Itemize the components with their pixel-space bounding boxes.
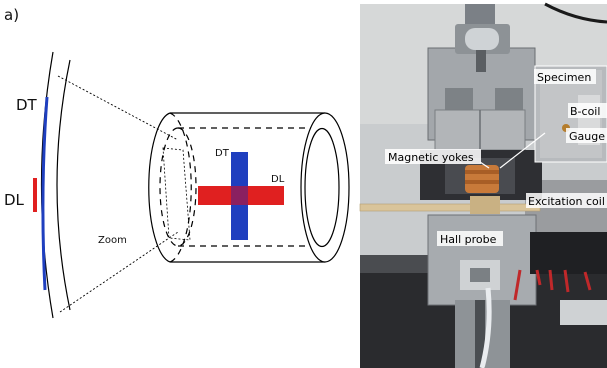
excitation-coil-label: Excitation coil [528, 195, 605, 208]
magnetic-yokes-label: Magnetic yokes [388, 151, 474, 164]
zoom-window [162, 147, 191, 241]
zoom-label: Zoom [98, 235, 127, 246]
dl-gauge-side [33, 178, 37, 212]
b-coil-label: B-coil [570, 105, 600, 118]
panel-b: b) [359, 2, 607, 368]
specimen-label: Specimen [537, 71, 591, 84]
b-coil-callout: B-coil [568, 103, 607, 118]
hall-probe-callout: Hall probe [437, 231, 503, 246]
gauge-callout: Gauge [566, 128, 607, 143]
gauge-label: Gauge [569, 130, 605, 143]
dt-label-cross: DT [215, 148, 230, 159]
specimen-callout: Specimen [534, 69, 596, 84]
specimen-inner-arc [56, 59, 71, 311]
specimen-outer-arc [40, 51, 54, 319]
gauge-pointer [499, 132, 546, 169]
test-rig-photo [359, 2, 607, 368]
panel-a-label: a) [4, 6, 19, 24]
excitation-coil-callout: Excitation coil [526, 193, 607, 208]
gauge-overlap [231, 186, 248, 205]
magnetic-yokes-callout: Magnetic yokes [385, 149, 490, 169]
dt-label-side: DT [16, 96, 38, 114]
dt-gauge-side [41, 96, 49, 291]
dl-label-cross: DL [271, 174, 285, 185]
zoom-line-top [57, 75, 179, 141]
dl-label-side: DL [4, 191, 25, 209]
tube-cylinder [148, 112, 350, 263]
panel-a: a) DT DL Zoom [4, 6, 350, 319]
hall-probe-label: Hall probe [440, 233, 497, 246]
